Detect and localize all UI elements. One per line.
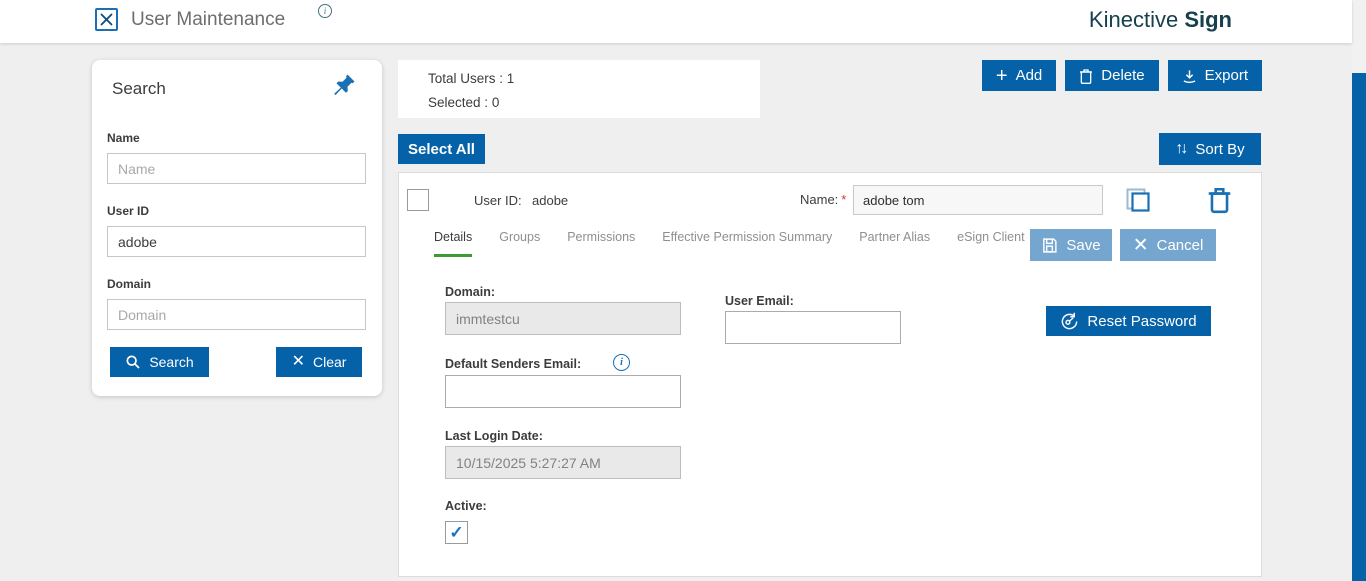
selected-label: Selected :: [428, 95, 489, 110]
user-row-card: User ID: adobe Name:* Details Groups Per…: [398, 172, 1262, 577]
reset-password-button[interactable]: Reset Password: [1046, 306, 1211, 336]
tab-esign-client[interactable]: eSign Client: [957, 230, 1025, 244]
tools-icon: [95, 8, 118, 31]
sort-by-button[interactable]: ↑↓ Sort By: [1159, 133, 1261, 165]
pin-icon[interactable]: [332, 73, 356, 97]
total-users-value: 1: [506, 71, 515, 86]
search-button[interactable]: Search: [110, 347, 209, 377]
stats-box: Total Users : 1 Selected : 0: [398, 60, 760, 118]
userid-field-label: User ID: [107, 204, 150, 218]
user-email-input[interactable]: [725, 311, 901, 344]
active-label: Active:: [445, 499, 487, 513]
row-select-checkbox[interactable]: [407, 189, 429, 211]
search-panel-title: Search: [112, 79, 166, 98]
domain-input: [445, 302, 681, 335]
name-search-input[interactable]: [107, 153, 366, 184]
add-button[interactable]: + Add: [981, 60, 1057, 91]
download-icon: [1182, 68, 1197, 84]
total-users-stat: Total Users : 1: [428, 71, 514, 86]
cancel-button[interactable]: ✕ Cancel: [1120, 229, 1216, 261]
save-icon: [1041, 237, 1058, 254]
domain-label: Domain:: [445, 285, 495, 299]
check-icon: ✓: [449, 522, 464, 542]
sort-arrows-icon: ↑↓: [1175, 140, 1188, 157]
selected-value: 0: [491, 95, 500, 110]
user-id-value: adobe: [532, 193, 569, 208]
copy-icon[interactable]: [1124, 186, 1152, 214]
cancel-x-icon: ✕: [1132, 234, 1149, 256]
clear-button-label: Clear: [312, 354, 347, 370]
tab-effective-permission-summary[interactable]: Effective Permission Summary: [662, 230, 833, 244]
last-login-input: [445, 446, 681, 479]
info-icon[interactable]: i: [318, 4, 332, 18]
reset-password-label: Reset Password: [1087, 312, 1197, 330]
default-senders-email-label: Default Senders Email: i: [445, 354, 630, 371]
reset-key-icon: [1060, 312, 1079, 331]
required-asterisk: *: [841, 192, 847, 207]
user-name-input[interactable]: [853, 185, 1103, 215]
detail-tabs: Details Groups Permissions Effective Per…: [434, 230, 1025, 257]
export-button-label: Export: [1204, 67, 1248, 84]
select-all-button[interactable]: Select All: [398, 134, 485, 164]
tab-details[interactable]: Details: [434, 230, 473, 257]
save-button-label: Save: [1066, 236, 1101, 254]
domain-field-label: Domain: [107, 277, 152, 291]
default-senders-email-input[interactable]: [445, 375, 681, 408]
close-icon: ✕: [291, 353, 305, 370]
last-login-label: Last Login Date:: [445, 429, 543, 443]
brand-name: Kinective: [1088, 7, 1179, 32]
plus-icon: +: [995, 64, 1008, 87]
select-all-label: Select All: [408, 140, 475, 158]
selected-stat: Selected : 0: [428, 95, 499, 110]
add-button-label: Add: [1015, 67, 1043, 84]
delete-button[interactable]: Delete: [1065, 60, 1159, 91]
list-actions: + Add Delete Export: [981, 60, 1262, 91]
cancel-button-label: Cancel: [1156, 236, 1204, 254]
tab-groups[interactable]: Groups: [499, 230, 541, 244]
userid-search-input[interactable]: [107, 226, 366, 257]
tab-permissions[interactable]: Permissions: [567, 230, 636, 244]
delete-user-icon[interactable]: [1207, 186, 1233, 214]
domain-search-input[interactable]: [107, 299, 366, 330]
senders-email-info-icon[interactable]: i: [613, 354, 630, 371]
name-label-text: Name:: [800, 192, 839, 207]
name-field-label: Name: [107, 131, 140, 145]
total-users-label: Total Users :: [428, 71, 504, 86]
search-icon: [125, 354, 141, 370]
default-senders-email-text: Default Senders Email:: [445, 357, 582, 371]
page-title: User Maintenance: [131, 9, 286, 30]
sort-by-label: Sort By: [1195, 140, 1245, 158]
active-checkbox[interactable]: ✓: [445, 521, 468, 544]
name-label: Name: *: [800, 192, 846, 207]
app-header: User Maintenance i Kinective Sign: [0, 0, 1352, 43]
brand-product: Sign: [1184, 7, 1232, 32]
user-id-label: User ID:: [474, 193, 522, 208]
search-panel: Search Name User ID Domain Search ✕ Clea…: [92, 60, 382, 396]
tab-partner-alias[interactable]: Partner Alias: [859, 230, 931, 244]
user-email-label: User Email:: [725, 294, 794, 308]
vertical-scrollbar-thumb[interactable]: [1352, 73, 1366, 581]
trash-icon: [1079, 68, 1093, 84]
delete-button-label: Delete: [1101, 67, 1145, 84]
brand-logo: Kinective Sign: [1089, 7, 1232, 33]
export-button[interactable]: Export: [1167, 60, 1262, 91]
save-button[interactable]: Save: [1030, 229, 1112, 261]
clear-button[interactable]: ✕ Clear: [276, 347, 362, 377]
search-button-label: Search: [149, 354, 194, 370]
